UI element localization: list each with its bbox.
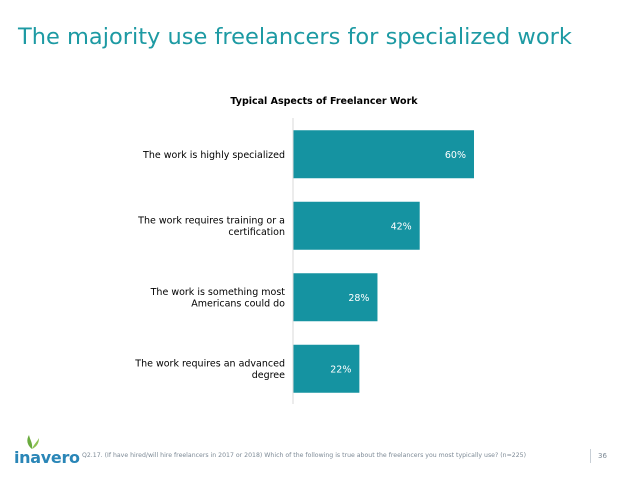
category-label-2: The work is something most Americans coul… (150, 287, 286, 310)
bar-0 (293, 130, 474, 179)
logo-leaf-icon (27, 435, 39, 449)
bar-value-label-1: 42% (391, 221, 412, 232)
bar-value-label-0: 60% (445, 150, 466, 161)
bar-value-label-2: 28% (348, 293, 369, 304)
slide-title: The majority use freelancers for special… (18, 24, 572, 50)
footer-divider (590, 449, 591, 463)
bar-2 (293, 273, 378, 322)
page-number: 36 (598, 452, 607, 460)
category-label-3: The work requires an advanced degree (134, 359, 285, 382)
footnote: Q2.17. (If have hired/will hire freelanc… (82, 452, 526, 459)
bar-value-label-3: 22% (330, 364, 351, 375)
inavero-logo: inavero (14, 448, 80, 467)
category-label-0: The work is highly specialized (142, 150, 285, 161)
bar-1 (293, 201, 420, 250)
chart-title: Typical Aspects of Freelancer Work (230, 96, 418, 107)
category-label-1: The work requires training or a certifica… (137, 216, 285, 239)
bar-3 (293, 344, 360, 393)
